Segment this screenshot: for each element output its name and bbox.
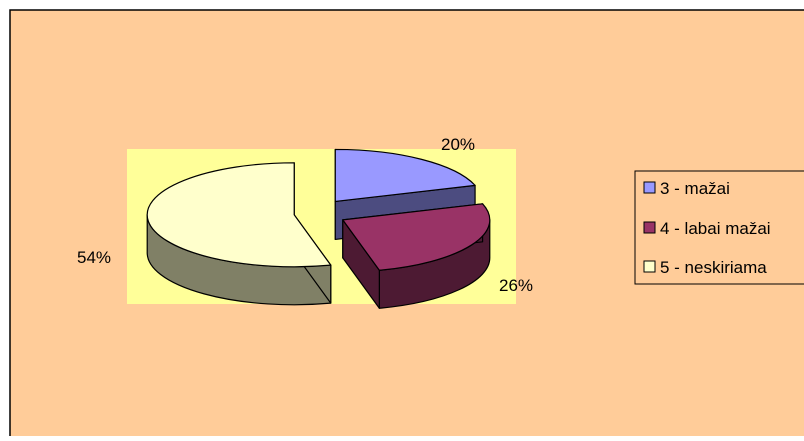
legend-label-4-labai-mazai: 4 - labai mažai [660,219,771,238]
legend-label-5-neskiriama: 5 - neskiriama [660,258,767,277]
data-labels: 20% 26% 54% [77,135,533,295]
pie-slices [146,148,491,309]
slice-top-5-neskiriama [146,162,332,268]
legend-label-3-mazai: 3 - mažai [660,179,730,198]
slice-top-3-mazai [334,148,476,203]
legend-swatch-4-labai-mazai [643,221,656,234]
legend: 3 - mažai 4 - labai mažai 5 - neskiriama [634,170,804,285]
slice-top-4-labai-mazai [342,203,491,271]
data-label-3-mazai: 20% [441,135,475,154]
legend-swatch-5-neskiriama [643,260,656,273]
data-label-5-neskiriama: 54% [77,248,111,267]
legend-box [634,170,804,285]
data-label-4-labai-mazai: 26% [499,276,533,295]
legend-swatch-3-mazai [643,181,656,194]
